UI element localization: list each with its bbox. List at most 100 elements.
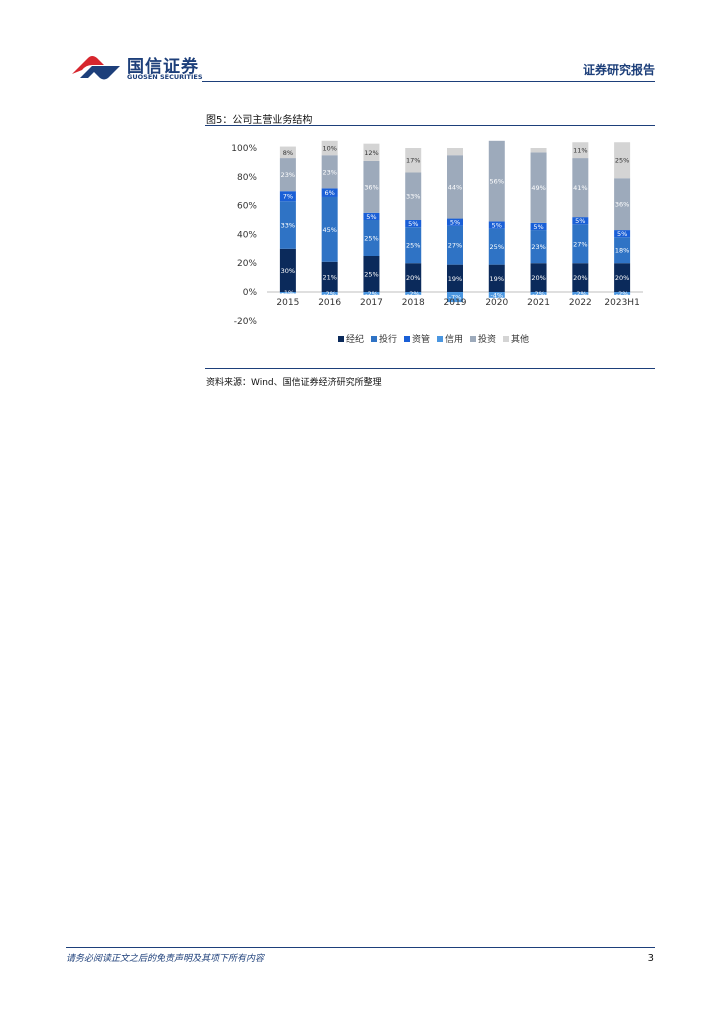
- x-tick-label: 2019: [444, 298, 467, 308]
- data-label: 5%: [408, 220, 418, 228]
- bar-segment: [530, 222, 547, 231]
- bar-segment: [405, 263, 422, 292]
- data-label: 36%: [615, 201, 629, 209]
- bar-segment: [363, 292, 380, 295]
- bar-segment: [572, 158, 589, 218]
- data-label: 19%: [448, 275, 462, 283]
- bar-segment: [614, 178, 631, 231]
- bar-segment: [530, 263, 547, 292]
- bar-segment: [279, 248, 296, 292]
- bar-segment: [447, 218, 463, 226]
- data-label: 5%: [450, 219, 460, 227]
- legend-label: 信用: [445, 333, 463, 345]
- bar-segment: [614, 263, 631, 292]
- data-label: -2%: [365, 290, 378, 298]
- legend-swatch: [503, 336, 509, 342]
- bar-segment: [363, 143, 380, 161]
- data-label: 11%: [573, 147, 587, 155]
- bar-segment: [530, 148, 547, 153]
- bar-segment: [572, 142, 589, 159]
- legend-swatch: [437, 336, 443, 342]
- data-label: 33%: [281, 222, 295, 230]
- bar-segment: [488, 292, 505, 298]
- legend-label: 投行: [379, 333, 397, 345]
- legend-swatch: [404, 336, 410, 342]
- bar-segment: [488, 221, 505, 229]
- bar-segment: [279, 146, 296, 159]
- bar-segment: [321, 188, 338, 197]
- bar-segment: [321, 261, 338, 292]
- data-label: 21%: [322, 273, 336, 281]
- x-tick-label: 2015: [276, 298, 299, 308]
- data-label: 25%: [615, 157, 629, 165]
- data-label: 25%: [406, 242, 420, 250]
- data-label: 23%: [531, 243, 545, 251]
- data-label: 5%: [533, 223, 543, 231]
- bar-segment: [447, 292, 463, 303]
- data-label: -2%: [574, 290, 587, 298]
- legend-label: 资管: [412, 333, 430, 345]
- data-label: 7%: [283, 193, 293, 201]
- bar-segment: [447, 264, 463, 292]
- y-tick-label: 100%: [231, 144, 257, 154]
- data-label: 5%: [492, 222, 502, 230]
- bar-segment: [488, 140, 505, 222]
- legend-swatch: [371, 336, 377, 342]
- bar-segment: [572, 224, 589, 264]
- data-label: 20%: [531, 274, 545, 282]
- data-label: 20%: [573, 274, 587, 282]
- data-label: 56%: [490, 178, 504, 186]
- bar-segment: [363, 220, 380, 256]
- data-label: -2%: [532, 290, 545, 298]
- data-label: 20%: [615, 274, 629, 282]
- data-label: 30%: [281, 267, 295, 275]
- data-label: -2%: [407, 290, 420, 298]
- bar-segment: [405, 292, 422, 295]
- data-label: -2%: [616, 290, 629, 298]
- data-label: 18%: [615, 247, 629, 255]
- data-label: -2%: [323, 290, 336, 298]
- bar-segment: [530, 152, 547, 223]
- y-tick-label: 80%: [237, 173, 257, 183]
- bar-segment: [363, 160, 380, 213]
- data-label: -4%: [490, 291, 503, 299]
- chart-legend: 经纪 投行 资管 信用 投资 其他: [338, 333, 529, 345]
- bar-segment: [447, 148, 463, 156]
- y-tick-label: 20%: [237, 259, 257, 269]
- footer-disclaimer: 请务必阅读正文之后的免责声明及其项下所有内容: [66, 954, 265, 964]
- data-label: 23%: [281, 171, 295, 179]
- data-label: 10%: [322, 145, 336, 153]
- data-label: 8%: [283, 149, 293, 157]
- bar-segment: [279, 191, 296, 202]
- bar-segment: [447, 155, 463, 219]
- figure-bottom-divider: [205, 368, 655, 369]
- page-number: 3: [647, 953, 654, 964]
- data-label: 25%: [364, 235, 378, 243]
- bar-segment: [279, 201, 296, 249]
- x-tick-label: 2018: [402, 298, 425, 308]
- x-tick-label: 2020: [485, 298, 508, 308]
- data-label: 6%: [325, 189, 335, 197]
- bar-segment: [614, 230, 631, 238]
- data-label: 5%: [366, 213, 376, 221]
- bar-segment: [363, 256, 380, 292]
- y-tick-label: 60%: [237, 202, 257, 212]
- figure-title: 图5：公司主营业务结构: [206, 115, 313, 126]
- data-label: 33%: [406, 193, 420, 201]
- data-label: 12%: [364, 149, 378, 157]
- x-tick-label: 2021: [527, 298, 550, 308]
- bar-segment: [279, 292, 296, 294]
- bar-segment: [572, 263, 589, 292]
- bar-segment: [488, 228, 505, 265]
- x-tick-label: 2017: [360, 298, 383, 308]
- data-label: 17%: [406, 157, 420, 165]
- bar-segment: [363, 212, 380, 220]
- x-tick-label: 2016: [318, 298, 341, 308]
- data-label: 27%: [573, 240, 587, 248]
- data-label: 20%: [406, 274, 420, 282]
- bar-segment: [572, 217, 589, 225]
- legend-label: 投资: [478, 333, 496, 345]
- data-label: -7%: [449, 294, 462, 302]
- bar-segment: [321, 140, 338, 156]
- data-label: 27%: [448, 242, 462, 250]
